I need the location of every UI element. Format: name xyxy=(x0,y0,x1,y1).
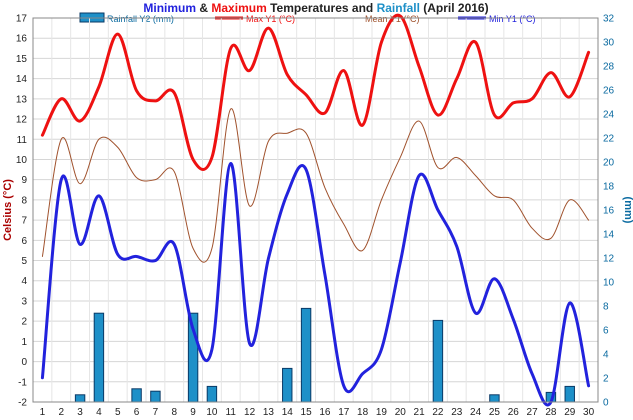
right-axis-tick-label: 14 xyxy=(603,230,615,241)
rainfall-bar xyxy=(489,394,500,403)
right-axis-tick-label: 12 xyxy=(603,254,615,265)
x-axis-tick-label: 26 xyxy=(508,407,520,418)
x-axis-tick-label: 14 xyxy=(282,407,294,418)
right-axis-tick-label: 2 xyxy=(603,374,609,385)
right-axis-tick-label: 26 xyxy=(603,86,615,97)
x-axis-tick-label: 2 xyxy=(58,407,64,418)
right-axis-tick-label: 32 xyxy=(603,14,615,25)
title-rainfall: Rainfall xyxy=(377,1,420,15)
left-axis-tick-label: 0 xyxy=(21,357,27,368)
left-axis-tick-label: -1 xyxy=(18,377,27,388)
x-axis-tick-label: 6 xyxy=(134,407,140,418)
legend-label: Max Y1 (°C) xyxy=(246,14,295,24)
rainfall-bar xyxy=(74,394,86,403)
x-axis-tick-label: 22 xyxy=(432,407,444,418)
left-axis-tick-label: 2 xyxy=(21,317,27,328)
left-axis-tick-label: 12 xyxy=(16,115,28,126)
legend-label: Rainfall Y2 (mm) xyxy=(107,14,174,24)
left-axis-tick-label: 15 xyxy=(16,54,28,65)
chart-axes: -2-1012345678910111213141516170246810121… xyxy=(2,14,633,419)
right-axis-tick-label: 4 xyxy=(603,350,609,361)
right-axis-tick-label: 16 xyxy=(603,206,615,217)
x-axis-tick-label: 21 xyxy=(414,407,426,418)
right-axis-tick-label: 0 xyxy=(603,398,609,409)
rainfall-bar xyxy=(282,367,293,403)
x-axis-tick-label: 25 xyxy=(489,407,501,418)
rainfall-bar xyxy=(432,319,444,403)
x-axis-tick-label: 30 xyxy=(583,407,595,418)
title-maximum: Maximum xyxy=(211,1,266,15)
min-temperature-line xyxy=(40,162,591,407)
left-axis-title: Celsius (°C) xyxy=(2,179,14,241)
x-axis-tick-label: 3 xyxy=(77,407,83,418)
x-axis-tick-label: 4 xyxy=(96,407,102,418)
x-axis-tick-label: 1 xyxy=(40,407,46,418)
x-axis-tick-label: 17 xyxy=(338,407,350,418)
x-axis-tick-label: 18 xyxy=(357,407,369,418)
chart-title: Minimum & Maximum Temperatures and Rainf… xyxy=(143,1,488,15)
plot-area-border xyxy=(32,17,599,403)
left-axis-tick-label: 1 xyxy=(21,337,27,348)
title-temperatures-and: Temperatures and xyxy=(267,1,377,15)
right-axis-title: (mm) xyxy=(622,197,633,224)
x-axis-tick-label: 20 xyxy=(395,407,407,418)
x-axis-tick-label: 28 xyxy=(545,407,557,418)
chart-grid xyxy=(32,17,599,403)
x-axis-tick-label: 19 xyxy=(376,407,388,418)
left-axis-tick-label: -2 xyxy=(18,398,27,409)
x-axis-tick-label: 24 xyxy=(470,407,482,418)
left-axis-tick-label: 9 xyxy=(21,175,27,186)
right-axis-tick-label: 10 xyxy=(603,278,615,289)
x-axis-tick-label: 8 xyxy=(171,407,177,418)
rainfall-bar xyxy=(150,390,161,403)
right-axis-tick-label: 18 xyxy=(603,182,615,193)
x-axis-tick-label: 12 xyxy=(244,407,256,418)
x-axis-tick-label: 7 xyxy=(153,407,159,418)
left-axis-tick-label: 7 xyxy=(21,216,27,227)
rainfall-bar xyxy=(93,312,105,403)
left-axis-tick-label: 11 xyxy=(17,135,28,146)
rainfall-bar xyxy=(564,385,575,403)
mean-temperature-line xyxy=(41,108,590,263)
left-axis-tick-label: 5 xyxy=(21,256,27,267)
left-axis-tick-label: 3 xyxy=(21,296,27,307)
x-axis-tick-label: 16 xyxy=(319,407,331,418)
rainfall-bar xyxy=(206,385,218,403)
rainfall-bar xyxy=(131,388,142,403)
right-axis-tick-label: 20 xyxy=(603,158,615,169)
left-axis-tick-label: 14 xyxy=(16,74,28,85)
rainfall-bar xyxy=(300,307,312,403)
left-axis-tick-label: 8 xyxy=(21,195,27,206)
x-axis-tick-label: 15 xyxy=(301,407,313,418)
left-axis-tick-label: 13 xyxy=(16,94,28,105)
right-axis-tick-label: 8 xyxy=(603,302,609,313)
x-axis-tick-label: 11 xyxy=(226,407,237,418)
x-axis-tick-label: 23 xyxy=(451,407,463,418)
x-axis-tick-label: 13 xyxy=(263,407,275,418)
left-axis-tick-label: 10 xyxy=(16,155,28,166)
right-axis-tick-label: 6 xyxy=(603,326,609,337)
right-axis-tick-label: 24 xyxy=(603,110,615,121)
x-axis-tick-label: 29 xyxy=(564,407,576,418)
legend-label: Min Y1 (°C) xyxy=(489,14,535,24)
right-axis-tick-label: 30 xyxy=(603,38,615,49)
title-period: (April 2016) xyxy=(420,1,489,15)
x-axis-tick-label: 9 xyxy=(190,407,196,418)
right-axis-tick-label: 22 xyxy=(603,134,615,145)
x-axis-tick-label: 27 xyxy=(527,407,539,418)
max-temperature-line xyxy=(40,13,591,171)
right-axis-tick-label: 28 xyxy=(603,62,615,73)
left-axis-tick-label: 17 xyxy=(16,14,28,25)
left-axis-tick-label: 6 xyxy=(21,236,27,247)
temperature-lines xyxy=(40,13,591,407)
x-axis-tick-label: 10 xyxy=(206,407,218,418)
left-axis-tick-label: 4 xyxy=(21,276,27,287)
x-axis-tick-label: 5 xyxy=(115,407,121,418)
left-axis-tick-label: 16 xyxy=(16,34,28,45)
title-and: & xyxy=(196,1,211,15)
title-minimum: Minimum xyxy=(143,1,196,15)
